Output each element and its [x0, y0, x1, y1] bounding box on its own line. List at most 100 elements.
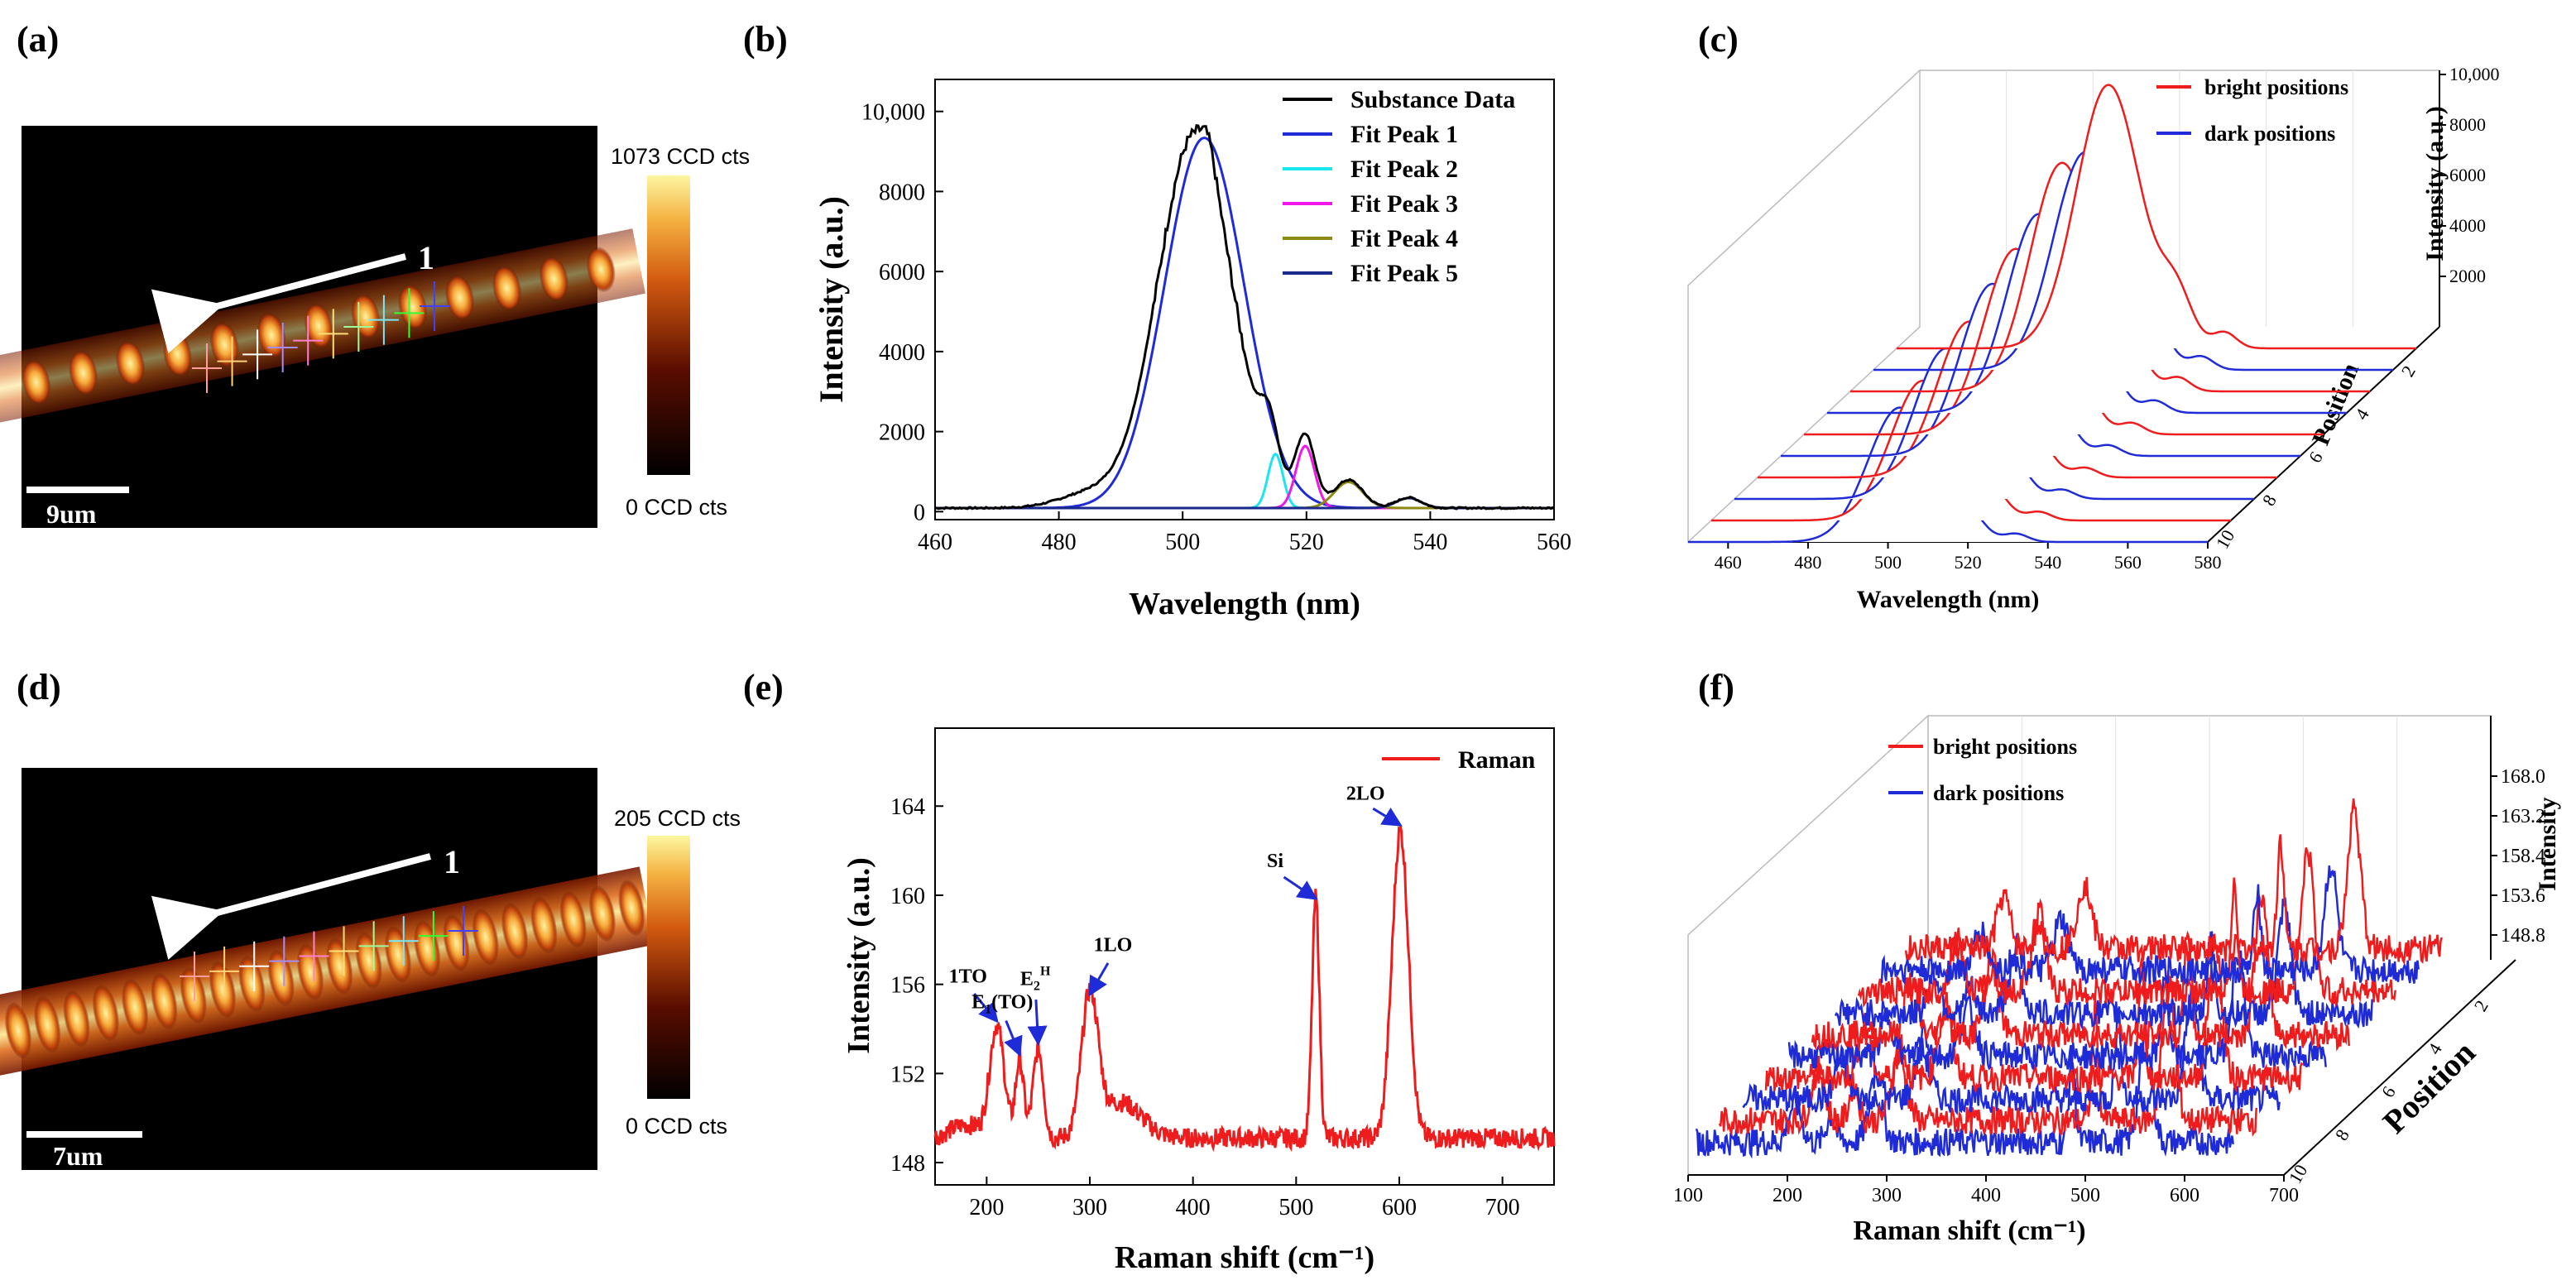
plot-frame [934, 79, 1555, 520]
annotation-label: E2H [1020, 965, 1051, 994]
y-tick-label: 8000 [879, 180, 925, 205]
pl-segment [30, 995, 65, 1055]
z-tick-label: 10,000 [2449, 64, 2500, 84]
x-tick-label: 480 [1042, 530, 1077, 555]
y-axis-title: Intensity (a.u.) [813, 196, 850, 403]
z-tick-label: 163.2 [2501, 806, 2545, 827]
z-axis-title: Intensity [2534, 797, 2561, 890]
scan-markers-a [192, 281, 449, 393]
panel-d-label: (d) [17, 667, 61, 707]
x-tick-label: 500 [2070, 1185, 2100, 1206]
x-tick-label: 500 [1278, 1195, 1313, 1220]
pl-segment [18, 357, 54, 407]
x-tick-label: 300 [1872, 1185, 1902, 1206]
colorbar-min-label-d: 0 CCD cts [626, 1114, 727, 1139]
pl-segment [1, 1000, 36, 1061]
annotation-arrow [1088, 962, 1110, 997]
position-axis-line [2283, 959, 2516, 1176]
y-tick-label: 2000 [879, 420, 925, 446]
y-tick-label: 6000 [879, 260, 925, 285]
pl-segment [536, 254, 572, 304]
x-tick-label: 200 [1772, 1185, 1802, 1206]
trace-position-4 [1834, 897, 2373, 1030]
x-tick-label: 400 [1176, 1195, 1211, 1220]
pl-segment [234, 953, 269, 1014]
legend-label: Fit Peak 2 [1350, 156, 1458, 183]
colorbar-max-label-d: 205 CCD cts [614, 806, 741, 831]
pl-segment [65, 348, 101, 398]
x-tick-label: 480 [1794, 552, 1821, 573]
x-tick-label: 560 [2114, 552, 2142, 573]
x-axis-title: Raman shift (cm⁻¹) [1115, 1240, 1374, 1275]
legend-label: Raman [1458, 746, 1536, 774]
colorbar-min-label-a: 0 CCD cts [626, 495, 727, 520]
chart-f: 100 200 300 400 500 600 700246810Position148.8… [1673, 714, 2561, 1246]
position-tick-label: 8 [2331, 1125, 2353, 1144]
z-tick-label: 2000 [2449, 266, 2486, 286]
y-tick-label: 10,000 [861, 100, 925, 126]
pl-segment [293, 942, 328, 1003]
x-tick-label: 200 [969, 1195, 1004, 1220]
plot-frame [934, 727, 1555, 1186]
scan-arrow-a [151, 253, 407, 354]
annotation-label: 2LO [1346, 783, 1385, 804]
pl-segment [583, 245, 618, 295]
x-tick-label: 600 [1382, 1195, 1417, 1220]
z-tick-label: 168.0 [2501, 766, 2545, 788]
panel-a: (a) 1 10 9um 1073 CCD cts 0 CCD cts [0, 19, 750, 529]
annotation-arrow [1004, 1019, 1023, 1057]
panel-f-label: (f) [1698, 667, 1734, 707]
pl-segment [614, 878, 649, 938]
z-axis-title: Intensity (a.u.) [2421, 106, 2449, 261]
z-tick-label: 153.6 [2501, 885, 2545, 907]
x-tick-label: 520 [1955, 552, 1982, 573]
panel-e-label: (e) [743, 667, 784, 707]
chart-c: 460 480 500 520 540 560 580246810Position20004… [1687, 64, 2500, 613]
series-line-fit-peak-2 [935, 452, 1554, 510]
legend-label: Fit Peak 1 [1350, 121, 1458, 148]
z-tick-label: 158.4 [2501, 846, 2545, 867]
legend-label: Fit Peak 5 [1350, 260, 1458, 287]
x-tick-label: 540 [2034, 552, 2061, 573]
pl-segment [146, 971, 181, 1032]
annotation-arrow [1027, 999, 1048, 1047]
y-tick-label: 4000 [879, 340, 925, 366]
pl-segment [395, 282, 430, 332]
pl-segment [526, 895, 561, 956]
annotation-arrow [1283, 875, 1318, 900]
y-tick-label: 156 [890, 973, 925, 999]
legend-label: dark positions [1933, 781, 2064, 805]
back-wall-left [1687, 714, 1929, 1175]
pl-segment [381, 924, 415, 985]
chart-e: 200 300 400 500 600 700 148 152 156 160 164 Raman 1T… [842, 727, 1556, 1275]
legend-label: Substance Data [1350, 86, 1515, 113]
panel-a-label: (a) [17, 19, 59, 60]
annotation-label: 1LO [1094, 934, 1133, 956]
scale-bar-a [26, 487, 129, 493]
colorbar-d [647, 836, 690, 1099]
panel-d: (d) 1 10 7um 205 CCD cts 0 CCD cts [0, 667, 741, 1171]
position-tick-label: 2 [2470, 996, 2492, 1014]
pl-segment [497, 901, 532, 961]
x-axis-title: Wavelength (nm) [1129, 587, 1360, 621]
x-tick-label: 580 [2195, 552, 2222, 573]
pl-segment [556, 889, 591, 950]
pl-segment [205, 959, 240, 1020]
y-tick-label: 164 [890, 794, 925, 820]
trace-position-6 [1787, 950, 2327, 1073]
scale-bar-label-d: 7um [53, 1141, 103, 1171]
pl-segment [301, 301, 336, 351]
position-tick-label: 2 [2397, 362, 2420, 380]
scan-arrow-end-label-a: 10 [161, 293, 194, 330]
y-tick-label: 0 [914, 500, 925, 525]
x-tick-label: 520 [1289, 530, 1324, 555]
scan-arrow-d [151, 853, 432, 961]
trace-position-2 [1880, 865, 2420, 987]
series-line-fit-peak-3 [935, 444, 1554, 510]
position-tick-label: 6 [2305, 448, 2327, 466]
trace-position-3 [1857, 847, 2396, 1009]
x-axis-title: Wavelength (nm) [1857, 586, 2040, 613]
legend-label: bright positions [1933, 735, 2077, 759]
panel-e: (e) 200 300 400 500 600 700 148 152 156 160 164 Ram… [743, 667, 1556, 1275]
x-axis-title: Raman shift (cm⁻¹) [1853, 1215, 2085, 1246]
